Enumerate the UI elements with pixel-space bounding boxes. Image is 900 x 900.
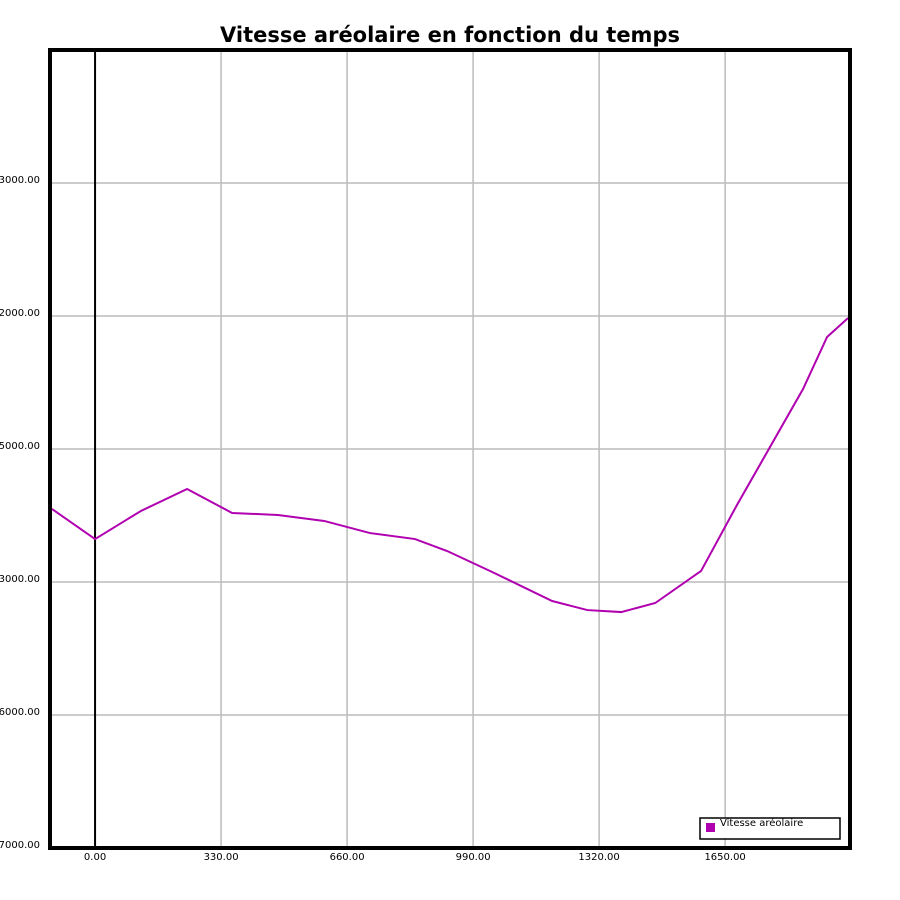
y-tick-label: 6000.00 — [0, 707, 40, 718]
line — [51, 317, 849, 614]
x-tick-label: 660.00 — [330, 852, 365, 863]
x-tick-label: 330.00 — [204, 852, 239, 863]
legend-box — [699, 817, 841, 840]
x-tick-label: 990.00 — [456, 852, 491, 863]
x-tick-label: 0.00 — [84, 852, 106, 863]
y-tick-label: 3000.00 — [0, 574, 40, 585]
legend-label: Vitesse aréolaire — [720, 817, 803, 829]
y-tick-label: 7000.00 — [0, 840, 40, 851]
plot-frame — [48, 48, 852, 850]
y-tick-label: 3000.00 — [0, 175, 40, 186]
y-tick-label: 2000.00 — [0, 308, 40, 319]
y-tick-label: 5000.00 — [0, 441, 40, 452]
x-tick-label: 1320.00 — [578, 852, 619, 863]
x-tick-label: 1650.00 — [704, 852, 745, 863]
legend-swatch — [706, 823, 715, 832]
chart-title: Vitesse aréolaire en fonction du temps — [220, 23, 680, 47]
